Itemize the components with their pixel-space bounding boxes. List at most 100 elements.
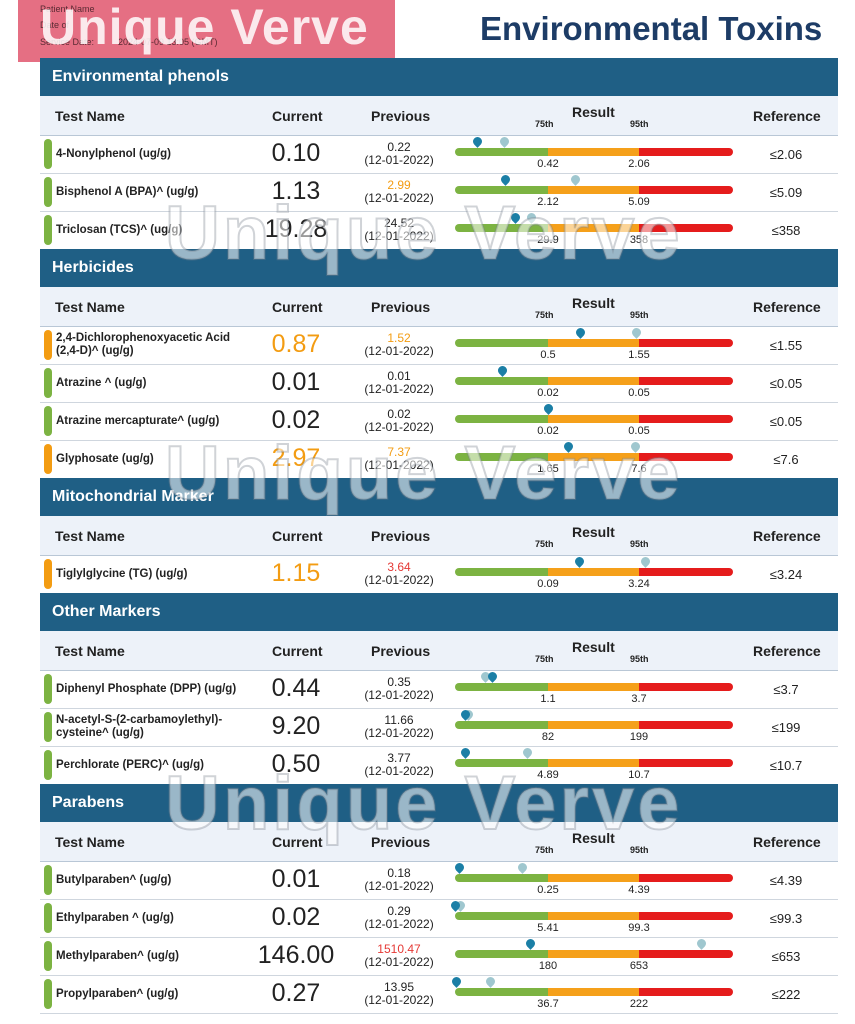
range-mid (548, 874, 639, 882)
range-low (455, 568, 548, 576)
watermark: Unique Verve (164, 190, 683, 277)
current-value: 146.00 (257, 941, 335, 969)
col-header: Result (572, 830, 615, 846)
status-flag (44, 177, 52, 207)
col-header: Previous (371, 108, 431, 124)
col-header: Test Name (55, 299, 125, 315)
status-flag (44, 674, 52, 704)
header-row (40, 822, 838, 862)
patient-box: Patient Name Date of Service Date: 2024-… (18, 0, 395, 62)
range-low (455, 683, 548, 691)
p75-label: 0.25 (537, 884, 559, 896)
section-title: Environmental phenols (40, 58, 838, 96)
range-low (455, 912, 548, 920)
col-header: 95th (630, 310, 649, 320)
header-row (40, 516, 838, 556)
p75-label: 1.65 (537, 463, 559, 475)
p95-label: 3.7 (631, 693, 647, 705)
p95-label: 199 (629, 731, 649, 743)
p95-label: 2.06 (628, 158, 650, 170)
test-name: Perchlorate (PERC)^ (ug/g) (56, 758, 204, 771)
col-header: Previous (371, 299, 431, 315)
range-high (639, 186, 733, 194)
reference: ≤1.55 (769, 338, 803, 353)
range-low (455, 950, 548, 958)
col-header: Reference (753, 108, 821, 124)
previous-date: (12-01-2022) (364, 688, 434, 702)
col-header: Reference (753, 528, 821, 544)
previous-value: 0.02 (387, 407, 411, 421)
table-row (40, 135, 838, 174)
reference: ≤3.24 (769, 567, 803, 582)
p75-label: 2.12 (537, 196, 559, 208)
reference: ≤2.06 (769, 147, 803, 162)
p95-label: 10.7 (628, 769, 650, 781)
table-row (40, 708, 838, 747)
previous-date: (12-01-2022) (364, 879, 434, 893)
previous-value: 0.22 (387, 140, 411, 154)
test-name: Triclosan (TCS)^ (ug/g) (56, 223, 183, 236)
col-header: 75th (535, 654, 554, 664)
range-mid (548, 415, 639, 423)
p75-label: 0.02 (537, 387, 559, 399)
header-row (40, 96, 838, 136)
previous-value: 3.77 (387, 751, 411, 765)
col-header: 75th (535, 539, 554, 549)
status-flag (44, 139, 52, 169)
table-row (40, 670, 838, 709)
p75-label: 5.41 (537, 922, 559, 934)
range-mid (548, 377, 639, 385)
table-row (40, 861, 838, 900)
test-name: Atrazine ^ (ug/g) (56, 376, 147, 389)
current-value: 9.20 (271, 712, 321, 740)
range-low (455, 224, 548, 232)
reference: ≤5.09 (769, 185, 803, 200)
range-mid (548, 186, 639, 194)
status-flag (44, 406, 52, 436)
p95-label: 4.39 (628, 884, 650, 896)
previous-value: 3.64 (387, 560, 411, 574)
test-name: Bisphenol A (BPA)^ (ug/g) (56, 185, 199, 198)
section-title: Mitochondrial Marker (40, 478, 838, 516)
p95-label: 7.6 (631, 463, 647, 475)
p95-label: 5.09 (628, 196, 650, 208)
col-header: Test Name (55, 643, 125, 659)
current-value: 0.27 (271, 979, 321, 1007)
table-row (40, 975, 838, 1014)
reference: ≤0.05 (769, 376, 803, 391)
status-flag (44, 941, 52, 971)
test-name: Atrazine mercapturate^ (ug/g) (56, 414, 220, 427)
range-high (639, 377, 733, 385)
col-header: 95th (630, 654, 649, 664)
status-flag (44, 330, 52, 360)
current-value: 1.13 (271, 177, 321, 205)
p75-label: 29.9 (537, 234, 559, 246)
watermark: Unique Verve (164, 430, 683, 517)
current-value: 2.97 (271, 444, 321, 472)
range-mid (548, 759, 639, 767)
p95-label: 0.05 (628, 425, 650, 437)
p75-label: 0.09 (537, 578, 559, 590)
p75-label: 0.5 (540, 349, 556, 361)
range-mid (548, 683, 639, 691)
previous-date: (12-01-2022) (364, 993, 434, 1007)
previous-value: 1510.47 (377, 942, 421, 956)
current-value: 0.02 (271, 406, 321, 434)
status-flag (44, 865, 52, 895)
previous-value: 24.52 (383, 216, 415, 230)
range-high (639, 224, 733, 232)
col-header: Test Name (55, 834, 125, 850)
current-value: 0.02 (271, 903, 321, 931)
col-header: Result (572, 524, 615, 540)
reference: ≤222 (771, 987, 801, 1002)
patient-field: Patient Name (40, 4, 95, 14)
range-mid (548, 988, 639, 996)
range-high (639, 453, 733, 461)
status-flag (44, 559, 52, 589)
p95-label: 222 (629, 998, 649, 1010)
reference: ≤199 (771, 720, 801, 735)
range-mid (548, 339, 639, 347)
previous-date: (12-01-2022) (364, 458, 434, 472)
reference: ≤358 (771, 223, 801, 238)
range-high (639, 339, 733, 347)
